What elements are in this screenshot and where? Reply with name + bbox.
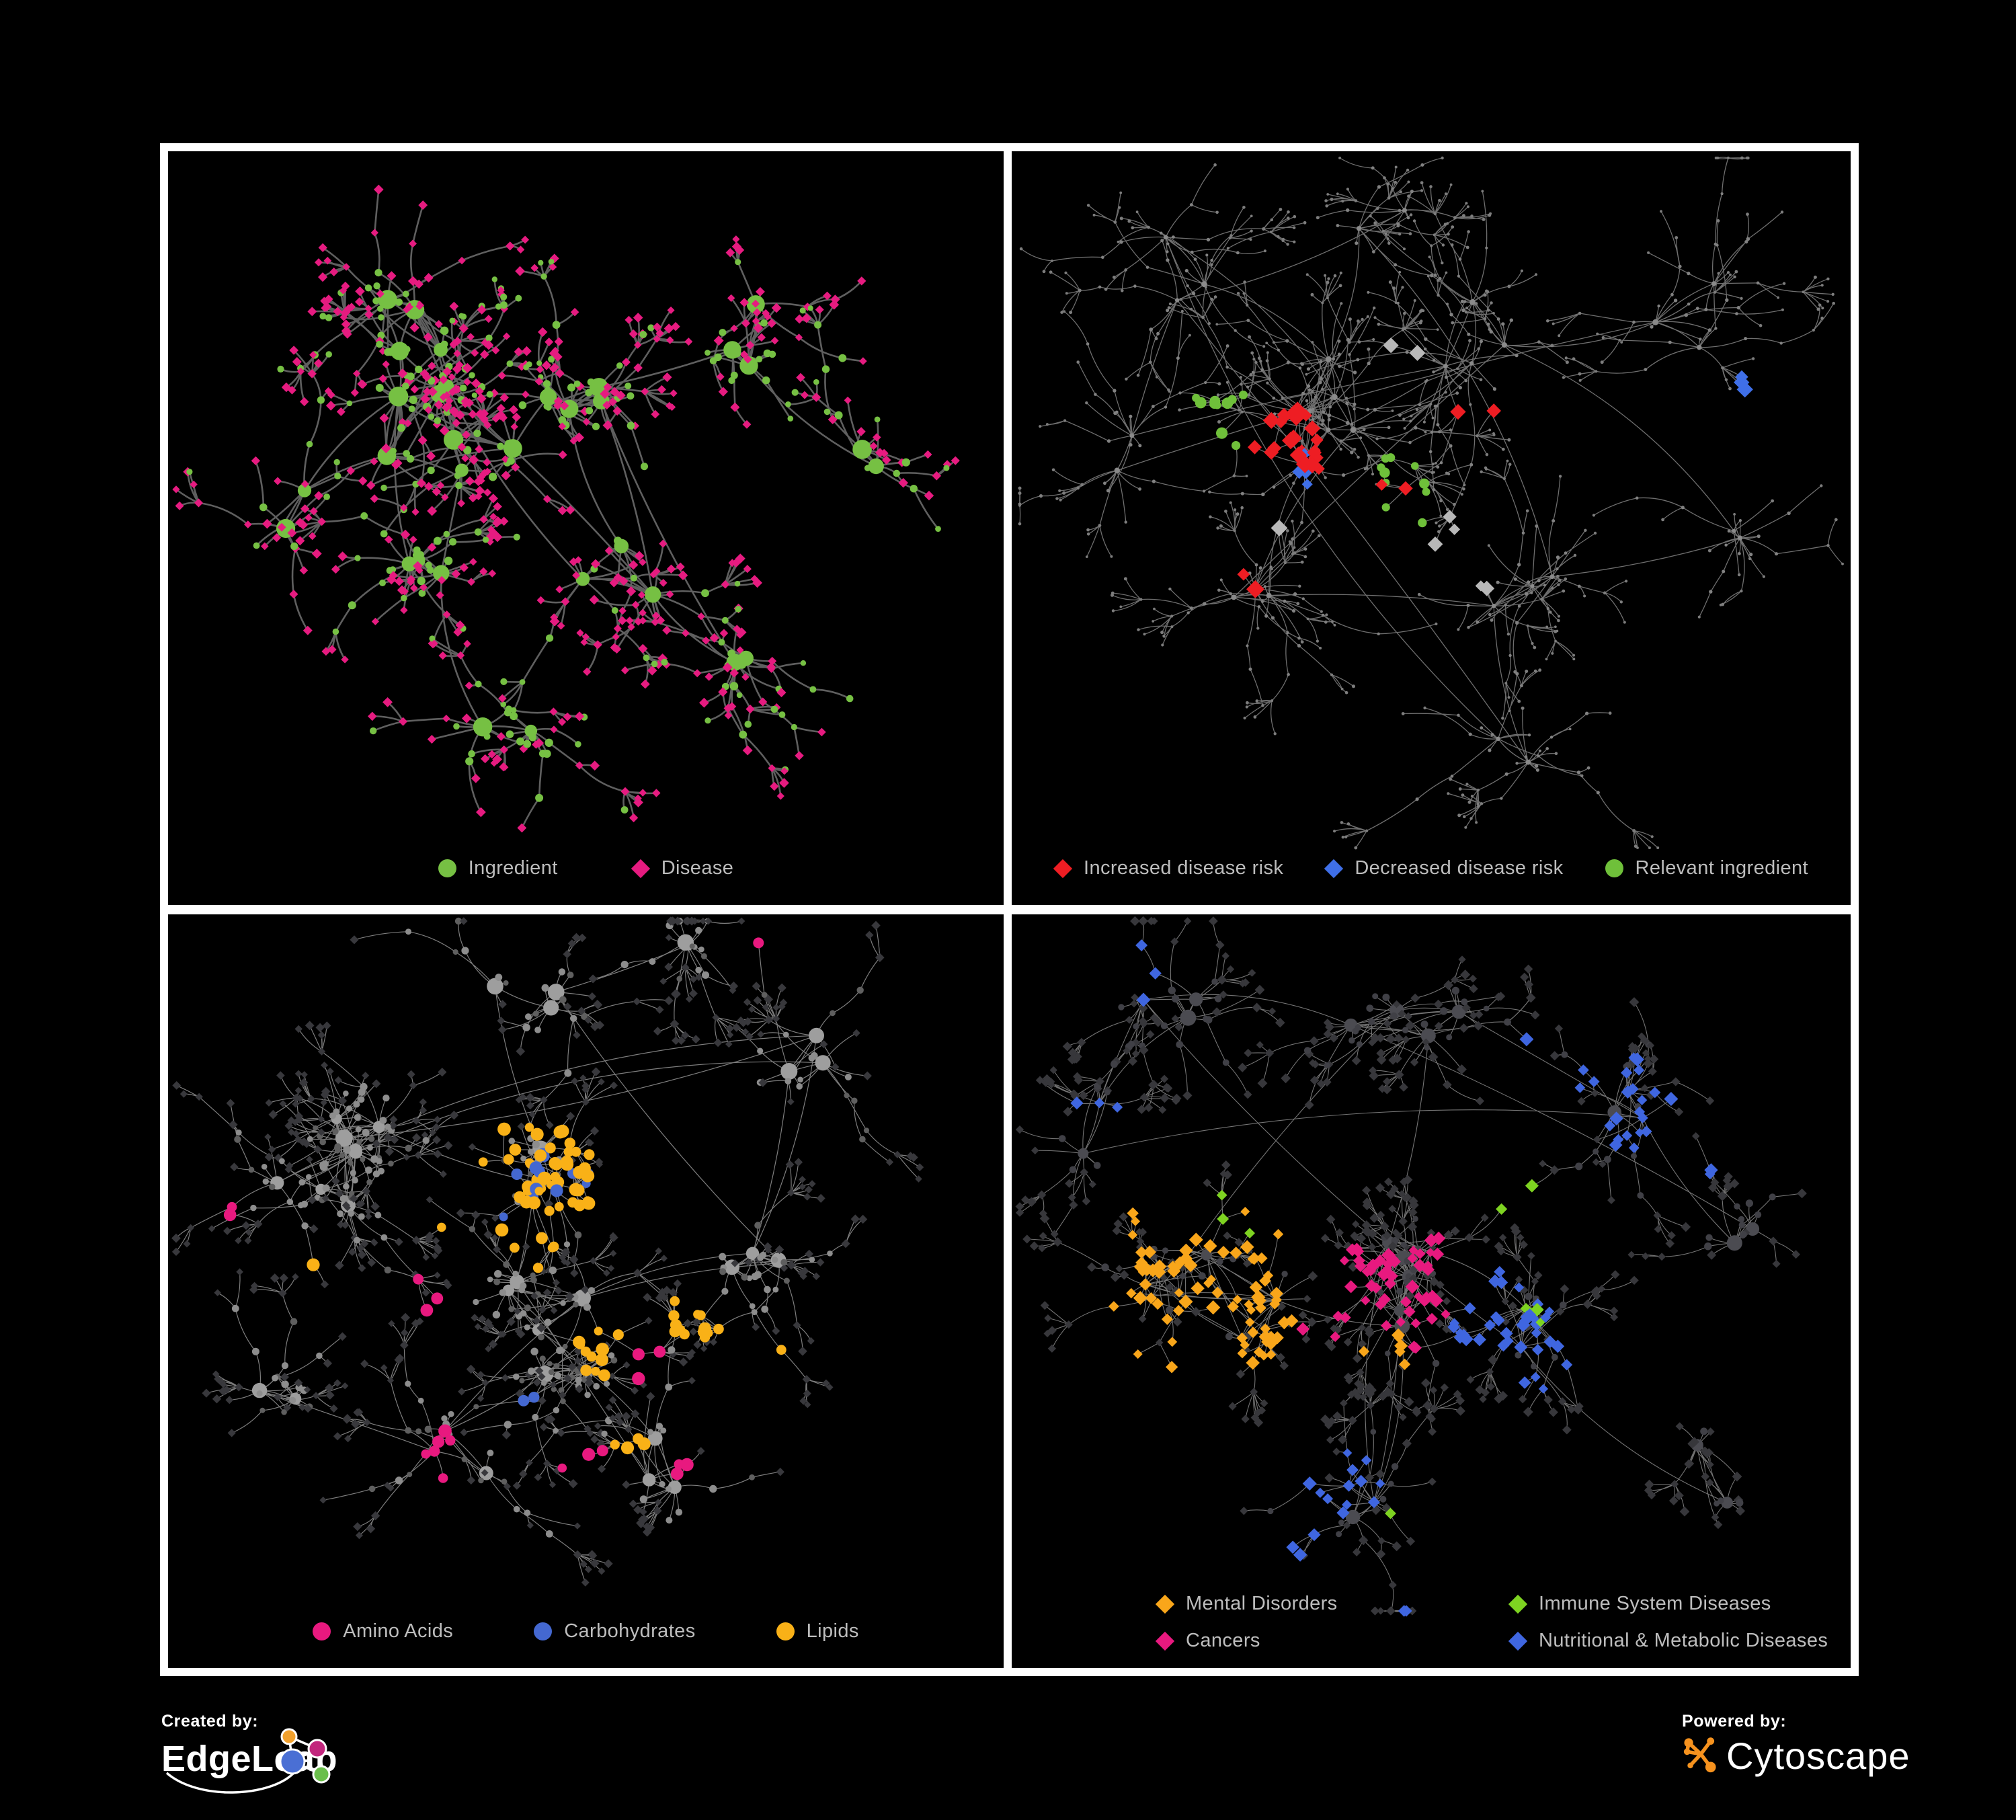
- circle-marker-carbohydrates: [534, 1622, 553, 1640]
- diamond-marker-cancers: [1155, 1631, 1175, 1651]
- node-layer: [172, 184, 960, 833]
- created-by-block: Created by: EdgeLeap: [161, 1712, 524, 1799]
- diamond-marker-immune-system-diseases: [1508, 1594, 1528, 1614]
- node-layer: [171, 916, 924, 1587]
- network-ingredient-disease: [172, 184, 960, 833]
- network-disease-risk: [1018, 156, 1844, 850]
- cytoscape-wordmark: Cytoscape: [1726, 1735, 1910, 1777]
- cytoscape-icon: [1683, 1737, 1716, 1772]
- diamond-marker-mental-disorders: [1155, 1594, 1175, 1614]
- legend-item-amino-acids: Amino Acids: [313, 1620, 453, 1643]
- legend-item-nutritional-metabolic-diseases: Nutritional & Metabolic Diseases: [1508, 1630, 1828, 1652]
- panel-macronutrients: Amino Acids Carbohydrates Lipids: [160, 906, 1012, 1676]
- circle-marker-lipids: [776, 1622, 795, 1640]
- diamond-marker-decreased-disease-risk: [1324, 859, 1344, 878]
- legend-item-increased-disease-risk: Increased disease risk: [1053, 857, 1284, 879]
- edgeleap-network-icon: [165, 1728, 331, 1794]
- legend-item-disease: Disease: [631, 857, 734, 879]
- legend-item-immune-system-diseases: Immune System Diseases: [1508, 1593, 1828, 1615]
- legend-item-cancers: Cancers: [1155, 1630, 1509, 1652]
- legend-label: Carbohydrates: [564, 1620, 696, 1642]
- legend-label: Ingredient: [468, 857, 558, 879]
- legend-label: Decreased disease risk: [1355, 857, 1564, 879]
- legend-label: Nutritional & Metabolic Diseases: [1539, 1630, 1828, 1651]
- legend-disease-classes: Mental Disorders Immune System Diseases Ca…: [1012, 1593, 1851, 1652]
- circle-marker-relevant-ingredient: [1605, 859, 1623, 877]
- legend-macronutrients: Amino Acids Carbohydrates Lipids: [168, 1620, 1004, 1643]
- diamond-marker-disease: [631, 859, 650, 878]
- edgeleap-logo: EdgeLeap: [161, 1728, 524, 1798]
- network-disease-classes: [1015, 916, 1807, 1617]
- network-macronutrients: [171, 916, 924, 1587]
- legend-item-mental-disorders: Mental Disorders: [1155, 1593, 1509, 1615]
- edge-layer: [175, 189, 957, 828]
- legend-label: Mental Disorders: [1186, 1593, 1338, 1614]
- legend-item-decreased-disease-risk: Decreased disease risk: [1324, 857, 1564, 879]
- circle-marker-amino-acids: [313, 1622, 331, 1640]
- legend-item-ingredient: Ingredient: [438, 857, 558, 879]
- legend-item-lipids: Lipids: [776, 1620, 859, 1643]
- legend-label: Immune System Diseases: [1539, 1593, 1771, 1614]
- panel-ingredient-disease: Ingredient Disease: [160, 143, 1012, 913]
- legend-label: Lipids: [806, 1620, 859, 1642]
- panel-disease-risk: Increased disease risk Decreased disease …: [1004, 143, 1859, 913]
- powered-by-block: Powered by:: [1682, 1712, 1991, 1792]
- legend-label: Increased disease risk: [1083, 857, 1284, 879]
- powered-by-label: Powered by:: [1682, 1712, 1787, 1731]
- legend-ingredient-disease: Ingredient Disease: [168, 857, 1004, 879]
- legend-label: Relevant ingredient: [1635, 857, 1809, 879]
- circle-marker-ingredient: [438, 859, 456, 877]
- node-layer: [1018, 156, 1844, 850]
- edge-layer: [1019, 157, 1843, 848]
- legend-item-relevant-ingredient: Relevant ingredient: [1605, 857, 1808, 879]
- legend-label: Cancers: [1186, 1630, 1260, 1651]
- legend-label: Disease: [661, 857, 734, 879]
- legend-disease-risk: Increased disease risk Decreased disease …: [1012, 857, 1851, 879]
- created-by-label: Created by:: [161, 1712, 259, 1731]
- legend-label: Amino Acids: [343, 1620, 454, 1642]
- panel-disease-classes: Mental Disorders Immune System Diseases Ca…: [1004, 906, 1859, 1676]
- diamond-marker-increased-disease-risk: [1053, 859, 1073, 878]
- legend-item-carbohydrates: Carbohydrates: [534, 1620, 695, 1643]
- cytoscape-logo: Cytoscape: [1682, 1734, 1991, 1778]
- node-layer: [1015, 916, 1807, 1617]
- diamond-marker-nutritional-metabolic-diseases: [1508, 1631, 1528, 1651]
